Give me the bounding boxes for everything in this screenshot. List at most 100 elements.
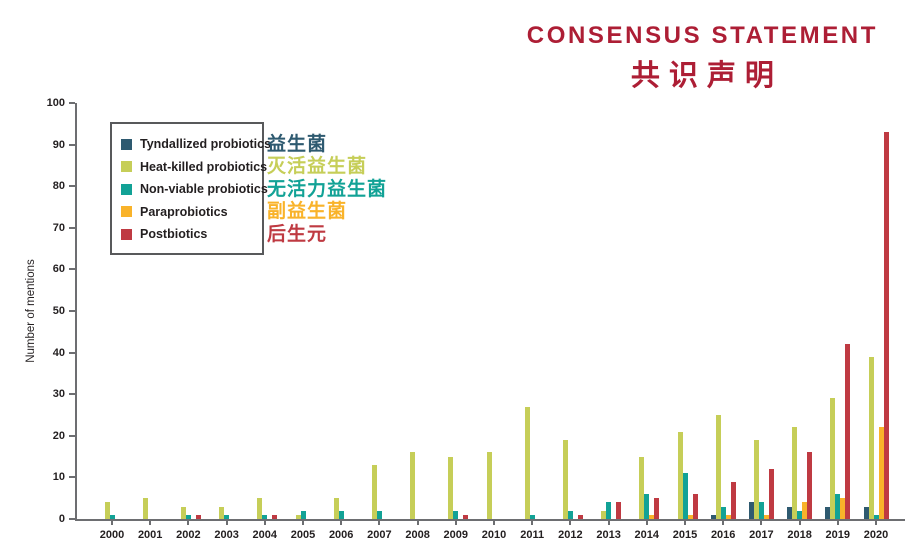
bar <box>830 398 836 519</box>
bar <box>730 481 736 519</box>
bar <box>692 494 698 519</box>
y-axis-tick <box>69 102 75 104</box>
bar-group-2005 <box>291 510 316 519</box>
bar <box>835 494 841 519</box>
x-axis-tick <box>531 521 534 525</box>
x-axis-tick <box>263 521 266 525</box>
bar-group-2020 <box>863 132 889 519</box>
consensus-statement-header: CONSENSUS STATEMENT 共识声明 <box>527 22 878 94</box>
y-axis-tick <box>69 143 75 146</box>
bar <box>677 431 683 519</box>
bar <box>577 514 583 519</box>
legend-label: Non-viable probiotics <box>140 182 268 197</box>
x-axis-tick <box>378 521 381 525</box>
bar <box>453 510 459 519</box>
y-axis-tick-label: 70 <box>52 221 65 234</box>
legend: Tyndallized probiotics Heat-killed probio… <box>110 122 387 255</box>
y-axis-tick-label: 20 <box>52 429 65 442</box>
bar <box>486 452 492 519</box>
legend-label: Paraprobiotics <box>140 204 228 219</box>
bar-group-2015 <box>673 431 698 519</box>
bar <box>524 406 530 519</box>
bar <box>371 464 377 519</box>
bar <box>768 469 774 519</box>
bar-group-2000 <box>100 502 125 519</box>
bar <box>802 502 808 519</box>
bar <box>682 473 688 519</box>
x-axis-tick <box>302 521 304 525</box>
legend-row: Heat-killed probiotics <box>121 156 267 179</box>
x-axis-tick <box>760 521 763 525</box>
x-axis-year-label: 2020 <box>863 529 889 541</box>
y-axis-tick <box>69 351 75 354</box>
y-axis-tick-label: 100 <box>46 97 65 109</box>
x-axis-tick <box>187 521 190 525</box>
bar <box>863 506 869 519</box>
x-axis-year-label: 2011 <box>520 529 545 541</box>
x-axis-tick <box>340 521 343 525</box>
legend-swatch <box>121 206 132 218</box>
bar <box>654 498 660 519</box>
y-axis-tick <box>69 226 75 229</box>
y-axis-tick-label: 40 <box>52 346 65 359</box>
bar <box>878 427 884 519</box>
bar <box>787 506 793 519</box>
bar <box>720 506 726 519</box>
x-axis-tick <box>493 521 495 525</box>
bar-group-2013 <box>596 502 622 519</box>
bar <box>792 427 798 519</box>
x-axis-tick <box>722 521 725 525</box>
bar-group-2012 <box>558 439 583 519</box>
bar <box>410 452 416 519</box>
bar-group-2008 <box>405 452 430 519</box>
bar <box>272 514 278 519</box>
y-axis-tick <box>69 185 75 188</box>
legend-box: Tyndallized probiotics Heat-killed probio… <box>110 122 271 255</box>
bar <box>687 514 693 519</box>
bar <box>845 344 851 519</box>
x-axis-tick <box>569 521 572 525</box>
y-axis-tick-label: 30 <box>52 388 65 401</box>
x-axis-year-label: 2007 <box>367 529 392 541</box>
bar-group-2004 <box>252 498 278 519</box>
legend-swatch <box>121 138 132 150</box>
x-axis-year-label: 2012 <box>558 529 583 541</box>
bar-group-2010 <box>482 452 507 519</box>
bar-group-2019 <box>825 344 851 519</box>
bar <box>840 498 846 519</box>
bar-group-2011 <box>520 406 545 519</box>
legend-label-zh: 副益生菌 <box>267 201 348 223</box>
bar <box>295 514 301 519</box>
bar <box>883 132 889 519</box>
bar <box>807 452 813 519</box>
x-axis-year-label: 2010 <box>481 529 507 541</box>
legend-label-zh: 灭活益生菌 <box>267 156 368 178</box>
x-axis-year-label: 2017 <box>749 529 774 541</box>
bar <box>797 510 803 519</box>
y-axis-tick <box>69 434 75 437</box>
bar <box>748 502 754 519</box>
x-axis-year-label: 2014 <box>634 529 660 541</box>
x-axis-year-label: 2019 <box>825 529 851 541</box>
x-axis-year-label: 2004 <box>252 529 278 541</box>
bar <box>104 502 110 519</box>
bar-group-2007 <box>367 464 392 519</box>
x-axis-tick <box>607 521 610 525</box>
x-axis-tick <box>111 521 113 525</box>
y-axis-tick-label: 0 <box>58 513 65 525</box>
x-axis-tick <box>836 521 839 525</box>
bar <box>224 514 230 519</box>
x-axis-tick <box>798 521 801 525</box>
bar <box>567 510 573 519</box>
bar <box>185 514 191 519</box>
bar <box>463 514 469 519</box>
legend-label: Tyndallized probiotics <box>140 137 272 152</box>
bar <box>606 502 612 519</box>
bar <box>338 510 344 519</box>
bar <box>825 506 831 519</box>
bar-group-2016 <box>710 415 736 519</box>
consensus-statement-title: CONSENSUS STATEMENT <box>526 22 878 49</box>
legend-row: Postbiotics <box>121 223 253 246</box>
bar-group-2001 <box>138 498 163 519</box>
y-axis-tick <box>69 268 75 271</box>
